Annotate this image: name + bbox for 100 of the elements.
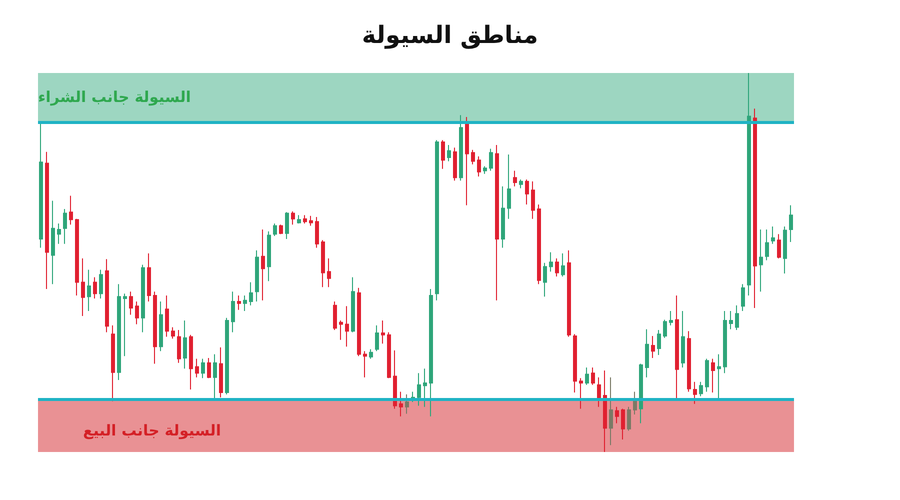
candlestick	[69, 195, 73, 226]
candlestick	[243, 294, 247, 312]
candlestick	[57, 222, 61, 244]
candlestick	[423, 368, 427, 408]
candlestick	[771, 226, 775, 244]
candlestick	[87, 269, 91, 312]
candlestick	[519, 179, 523, 189]
candlestick	[375, 324, 379, 352]
candlestick	[687, 330, 691, 392]
ref-line-label: السيولة جانب البيع	[83, 421, 221, 440]
candlestick	[699, 381, 703, 397]
candlestick	[447, 144, 451, 162]
candlestick	[501, 186, 505, 248]
candlestick	[63, 208, 67, 244]
candlestick	[171, 326, 175, 340]
candlestick	[297, 214, 301, 224]
candlestick	[741, 284, 745, 312]
candlestick	[729, 310, 733, 330]
candlestick	[705, 358, 709, 392]
candlestick	[681, 310, 685, 368]
candlestick	[117, 284, 121, 380]
candlestick	[555, 258, 559, 278]
candlestick	[291, 210, 295, 226]
candlestick	[327, 258, 331, 288]
candlestick	[51, 200, 55, 285]
candlestick	[465, 116, 469, 206]
candlestick	[789, 204, 793, 243]
candlestick	[693, 381, 697, 404]
candlestick	[393, 350, 397, 410]
candlestick	[429, 288, 433, 417]
candlestick	[153, 291, 157, 364]
candlestick	[453, 147, 457, 182]
candlestick	[231, 291, 235, 333]
candlestick	[405, 394, 409, 414]
candlestick	[315, 216, 319, 248]
candlestick	[477, 156, 481, 177]
candlestick	[573, 334, 577, 393]
candlestick	[627, 406, 631, 432]
candlestick	[765, 229, 769, 261]
candlestick	[783, 226, 787, 274]
candlestick	[639, 363, 643, 424]
candlestick	[195, 358, 199, 378]
candlestick	[147, 252, 151, 302]
candlestick	[357, 287, 361, 357]
candlestick	[603, 370, 607, 452]
candlestick	[549, 252, 553, 272]
candlestick	[201, 358, 205, 379]
candlestick	[177, 329, 181, 364]
candlestick	[615, 406, 619, 424]
candlestick	[273, 222, 277, 236]
candlestick	[165, 294, 169, 338]
candlestick	[507, 154, 511, 220]
candlestick	[777, 234, 781, 259]
candlestick	[657, 329, 661, 356]
candlestick	[279, 224, 283, 235]
candlestick	[591, 366, 595, 386]
candlestick	[399, 391, 403, 417]
candlestick	[561, 252, 565, 278]
candlestick	[483, 166, 487, 174]
candlestick	[537, 204, 541, 285]
candlestick	[249, 282, 253, 306]
candlestick	[759, 229, 763, 292]
candlestick	[255, 250, 259, 302]
candlestick	[135, 301, 139, 325]
ref-line-label: السيولة جانب الشراء	[38, 88, 191, 106]
candlestick	[663, 319, 667, 338]
candlestick	[441, 140, 445, 170]
candlestick	[669, 310, 673, 326]
candlestick	[39, 122, 43, 248]
candlestick	[333, 301, 337, 330]
candlestick	[105, 258, 109, 333]
candlestick	[285, 212, 289, 240]
candlestick	[261, 229, 265, 301]
candlestick	[123, 293, 127, 357]
candlestick	[609, 376, 613, 446]
candlestick	[369, 348, 373, 360]
candlestick	[471, 149, 475, 165]
candlestick	[675, 294, 679, 400]
candlestick	[621, 408, 625, 440]
candlestick	[267, 230, 271, 282]
candlestick	[207, 358, 211, 379]
candlestick	[387, 332, 391, 379]
candlestick	[309, 215, 313, 226]
candlestick	[717, 354, 721, 400]
candlestick	[93, 276, 97, 300]
candlestick	[75, 218, 79, 296]
chart-title: مناطق السيولة	[362, 21, 538, 49]
candlestick	[225, 317, 229, 395]
candlestick	[513, 170, 517, 187]
candlestick	[651, 336, 655, 359]
candlestick	[567, 250, 571, 338]
candlestick	[747, 72, 751, 296]
candlestick	[723, 310, 727, 374]
candlestick	[495, 144, 499, 301]
candlestick	[213, 354, 217, 400]
candlestick	[129, 291, 133, 316]
candlestick	[237, 294, 241, 310]
candlestick	[579, 378, 583, 410]
candlestick	[753, 108, 757, 308]
candlestick	[543, 262, 547, 298]
